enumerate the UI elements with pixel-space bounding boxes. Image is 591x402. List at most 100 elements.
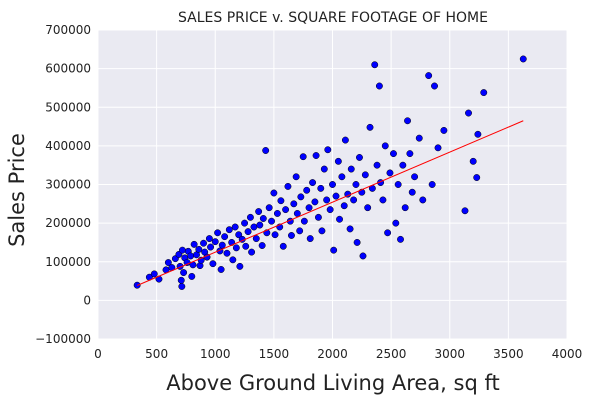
scatter-point [236,262,244,270]
scatter-point [406,150,414,158]
scatter-point [177,276,185,284]
x-axis-label: Above Ground Living Area, sq ft [166,371,499,395]
scatter-point [361,171,369,179]
regression-line-group [136,120,524,286]
scatter-point [317,184,325,192]
scatter-point [390,150,397,158]
scatter-point [465,109,472,117]
scatter-point [375,82,383,90]
scatter-point [381,142,389,150]
y-tick-label: 100000 [45,255,91,269]
scatter-point [258,242,266,249]
scatter-point [305,204,313,212]
scatter-point [259,215,267,222]
x-tick-label: 1000 [200,347,231,361]
scatter-point [244,228,252,236]
scatter-point [229,256,237,264]
scatter-point [300,217,308,225]
scatter-point [397,235,404,243]
y-axis-label: Sales Price [5,133,29,247]
y-tick-label: 0 [83,293,91,307]
scatter-point [242,242,250,250]
scatter-point [399,161,407,169]
x-tick-label: 0 [94,347,102,361]
scatter-point [338,173,346,181]
y-tick-label: 700000 [45,23,91,37]
scatter-point [332,192,340,200]
scatter-point [306,235,314,243]
x-axis-ticks: 0 500 1000 1500 2000 2500 3000 3500 4000 [94,347,582,361]
scatter-point [519,55,527,63]
scatter-point [320,165,328,173]
scatter-point [178,246,186,254]
y-tick-label: 500000 [45,100,91,114]
scatter-point [434,144,442,152]
scatter-point [225,226,233,234]
scatter-point [440,126,448,134]
scatter-point [209,260,217,268]
y-tick-label: 200000 [45,216,91,230]
scatter-point [282,206,290,214]
scatter-point [347,165,355,173]
y-axis-ticks: −100000 0 100000 200000 300000 400000 500000 60… [35,23,91,346]
y-tick-label: 400000 [45,139,91,153]
scatter-point [296,227,304,235]
scatter-point [359,252,367,260]
scatter-point [265,204,273,212]
scatter-point [235,231,243,239]
scatter-point [473,174,481,181]
scatter-point [164,259,172,266]
scatter-point [394,181,402,188]
scatter-point [250,223,258,231]
scatter-point [207,243,215,251]
scatter-point [205,235,213,243]
scatter-point [214,229,222,237]
scatter-point [408,188,416,196]
scatter-point [353,238,361,246]
scatter-point [425,72,433,80]
y-tick-label: −100000 [35,332,91,346]
regression-line [136,120,524,286]
scatter-point [311,198,319,206]
scatter-point [411,173,419,181]
scatter-point [299,153,307,161]
x-tick-label: 3500 [493,347,524,361]
scatter-point [431,82,438,90]
scatter-point [218,241,226,249]
scatter-point [461,207,469,215]
scatter-point [474,130,482,138]
scatter-point [324,146,332,154]
x-tick-label: 3000 [434,347,465,361]
scatter-point [318,227,326,235]
scatter-point [309,179,317,187]
x-tick-label: 500 [145,347,168,361]
scatter-point [262,147,270,154]
scatter-point [352,181,360,188]
x-tick-label: 2500 [376,347,407,361]
scatter-point [248,248,256,256]
scatter-point [341,136,349,144]
scatter-point [428,181,436,188]
x-tick-label: 2000 [317,347,348,361]
scatter-point [221,233,229,241]
scatter-point [200,239,207,247]
scatter-point [386,169,394,177]
scatter-point [190,240,198,248]
scatter-point [252,235,260,243]
y-tick-label: 300000 [45,178,91,192]
scatter-point [326,206,334,214]
scatter-point [268,217,275,225]
scatter-point [279,242,287,250]
scatter-point [404,117,411,125]
scatter-point [373,161,381,169]
scatter-point [288,232,295,239]
scatter-point [273,210,281,217]
chart-title: SALES PRICE v. SQUARE FOOTAGE OF HOME [178,10,488,26]
scatter-point [364,204,372,212]
scatter-point [211,238,219,246]
scatter-point [312,152,320,159]
scatter-point [241,219,249,227]
scatter-point [232,244,240,252]
